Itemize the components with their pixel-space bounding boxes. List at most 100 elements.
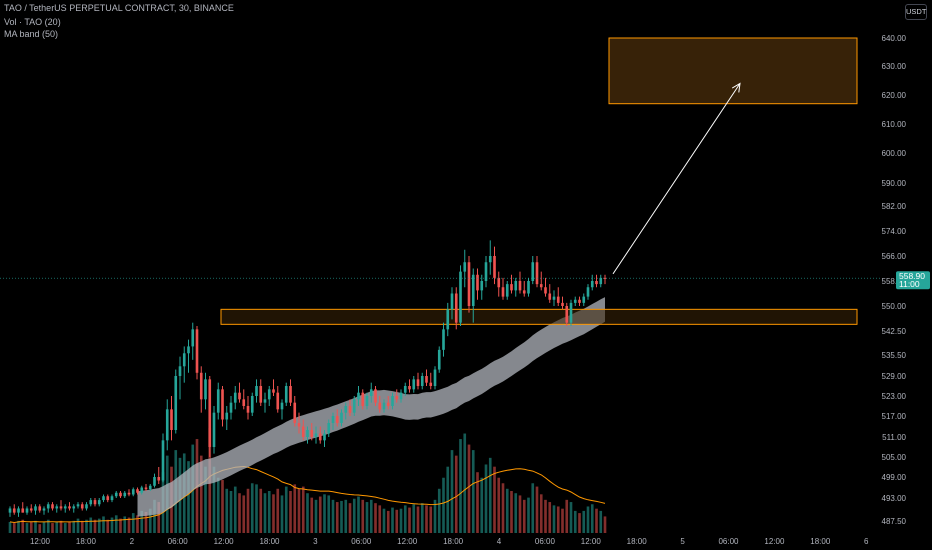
volume-bar — [132, 513, 135, 533]
volume-bar — [221, 480, 224, 533]
candle-body — [353, 399, 356, 412]
candle-body — [298, 423, 301, 427]
candle-body — [319, 434, 322, 441]
ma-band-legend[interactable]: MA band (50) — [4, 29, 58, 39]
volume-legend[interactable]: Vol · TAO (20) — [4, 17, 61, 27]
candle-body — [34, 506, 37, 510]
candle-body — [94, 500, 97, 504]
candle-body — [595, 281, 598, 284]
candle-body — [327, 423, 330, 434]
volume-bar — [349, 503, 352, 533]
volume-bar — [123, 516, 126, 533]
candle-body — [374, 389, 377, 402]
volume-bar — [13, 523, 16, 533]
price-tick-label: 550.00 — [882, 302, 907, 311]
support-zone[interactable] — [221, 309, 857, 324]
volume-bar — [510, 491, 513, 533]
candle-body — [217, 389, 220, 412]
candle-body — [255, 386, 258, 396]
candle-body — [213, 413, 216, 447]
volume-bar — [565, 500, 568, 533]
symbol-legend[interactable]: TAO / TetherUS PERPETUAL CONTRACT, 30, B… — [4, 3, 234, 13]
candle-body — [336, 416, 339, 423]
volume-bar — [489, 458, 492, 533]
candle-body — [119, 493, 122, 497]
candle-body — [553, 297, 556, 300]
volume-bar — [463, 434, 466, 533]
volume-bar — [230, 491, 233, 533]
price-tick-label: 640.00 — [882, 34, 907, 43]
candle-body — [170, 409, 173, 430]
volume-bar — [425, 505, 428, 533]
price-tick-label: 493.00 — [882, 494, 907, 503]
volume-bar — [94, 520, 97, 533]
volume-bar — [587, 506, 590, 533]
volume-bar — [106, 520, 109, 533]
volume-bar — [561, 509, 564, 533]
candle-body — [30, 508, 33, 510]
time-tick-label: 12:00 — [397, 537, 418, 546]
volume-bar — [336, 502, 339, 533]
volume-bar — [344, 500, 347, 533]
volume-bar — [391, 508, 394, 533]
candle-body — [85, 504, 88, 508]
candle-body — [493, 256, 496, 278]
volume-bar — [17, 521, 20, 533]
candle-body — [174, 376, 177, 430]
candle-body — [489, 256, 492, 262]
volume-bar — [408, 508, 411, 533]
candle-body — [421, 376, 424, 386]
candle-body — [506, 284, 509, 297]
candle-body — [106, 496, 109, 500]
candle-body — [480, 281, 483, 290]
candle-body — [387, 403, 390, 406]
price-tick-label: 590.00 — [882, 179, 907, 188]
candle-body — [578, 300, 581, 303]
volume-bar — [293, 484, 296, 533]
volume-bar — [34, 521, 37, 533]
candle-body — [310, 430, 313, 437]
volume-bar — [289, 491, 292, 533]
candle-body — [183, 353, 186, 366]
time-tick-label: 06:00 — [351, 537, 372, 546]
volume-bar — [429, 506, 432, 533]
candle-body — [404, 386, 407, 393]
candle-body — [162, 440, 165, 480]
volume-bar — [234, 487, 237, 533]
candle-body — [463, 262, 466, 271]
volume-bar — [468, 445, 471, 533]
volume-bar — [570, 502, 573, 533]
candle-body — [344, 406, 347, 413]
volume-bar — [68, 522, 71, 533]
candle-body — [540, 284, 543, 287]
price-tick-label: 600.00 — [882, 149, 907, 158]
price-tick-label: 505.00 — [882, 453, 907, 462]
candle-body — [285, 386, 288, 403]
volume-bar — [242, 495, 245, 533]
candle-body — [570, 303, 573, 323]
candle-body — [21, 508, 24, 512]
candle-body — [179, 366, 182, 376]
volume-bar — [417, 506, 420, 533]
volume-bar — [540, 494, 543, 533]
candle-body — [196, 329, 199, 372]
currency-button[interactable]: USDT — [905, 4, 927, 20]
volume-bar — [451, 450, 454, 533]
volume-bar — [459, 439, 462, 533]
volume-bar — [591, 504, 594, 533]
candle-body — [442, 329, 445, 350]
volume-bar — [502, 483, 505, 533]
volume-bar — [332, 500, 335, 533]
volume-bar — [72, 521, 75, 533]
candle-body — [221, 389, 224, 419]
volume-bar — [81, 521, 84, 533]
candle-body — [417, 379, 420, 386]
volume-bar — [378, 505, 381, 533]
volume-bar — [255, 484, 258, 533]
volume-bar — [259, 489, 262, 533]
candle-body — [281, 403, 284, 410]
time-tick-label: 12:00 — [30, 537, 51, 546]
volume-bar — [553, 505, 556, 533]
time-tick-label: 5 — [680, 537, 685, 546]
